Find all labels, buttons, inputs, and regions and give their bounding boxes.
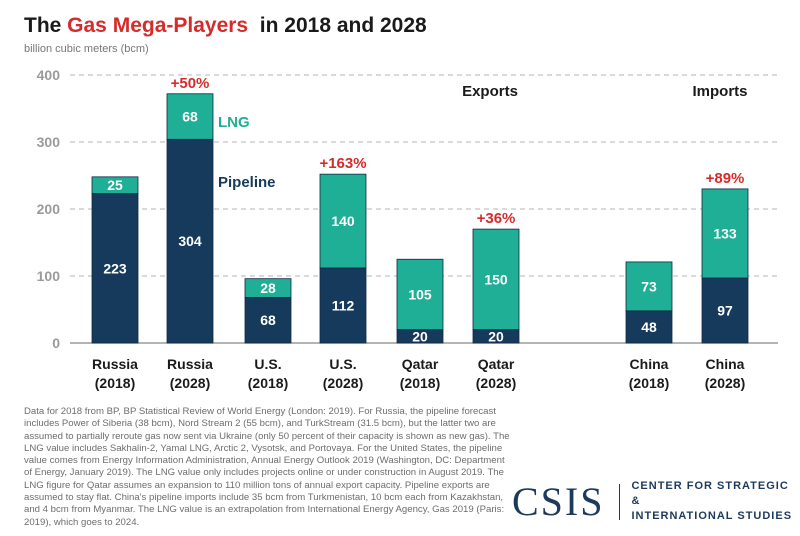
bar-lng [166,93,214,140]
data-label-lng: 140 [331,213,355,229]
bar-pipeline [625,310,673,344]
x-tick-label-year: (2018) [629,375,669,391]
data-label-pipeline: 112 [332,297,355,313]
y-tick-label: 400 [37,67,61,83]
y-tick-label: 200 [37,201,61,217]
x-tick-label-name: Russia [167,356,213,372]
change-label: +36% [477,210,516,227]
bar-pipeline [701,277,749,344]
x-tick-label-year: (2028) [476,375,516,391]
bar-lng [244,278,292,298]
title-highlight: Gas Mega-Players [67,14,249,37]
change-label: +89% [706,170,745,187]
x-tick-label-name: U.S. [254,356,281,372]
x-tick-label-name: U.S. [329,356,356,372]
bar-pipeline [91,193,139,344]
x-tick-label-year: (2028) [170,375,210,391]
series-label-pipeline: Pipeline [218,174,276,191]
bar-lng [396,258,444,330]
y-tick-label: 0 [52,335,60,351]
change-label: +50% [171,75,210,92]
units-label: billion cubic meters (bcm) [24,43,149,55]
x-tick-label-year: (2018) [400,375,440,391]
y-tick-label: 100 [37,268,61,284]
data-label-lng: 133 [713,225,737,241]
data-label-lng: 25 [107,177,123,193]
x-tick-label-year: (2028) [705,375,745,391]
x-tick-label-name: Russia [92,356,138,372]
data-label-pipeline: 48 [641,319,657,335]
x-tick-label-name: Qatar [478,356,515,372]
stacked-bar-chart: 0 100 200 300 400 223 25 Russia (2018) 304 68 +50% R… [37,67,778,391]
bar-lng [91,176,139,194]
data-label-lng: 105 [408,286,432,302]
data-label-lng: 150 [484,271,508,287]
title-prefix: The [24,14,68,37]
data-label-lng: 68 [182,109,198,125]
group-label-exports: Exports [462,83,518,100]
logo-line-1: CENTER FOR STRATEGIC & [631,480,789,507]
logo-mark: CSIS [512,479,605,524]
bar-lng [319,173,367,269]
data-label-pipeline: 223 [103,260,127,276]
x-tick-label-year: (2018) [95,375,135,391]
x-tick-label-name: China [630,356,669,372]
group-label-imports: Imports [692,83,747,100]
bar-lng [701,188,749,279]
data-label-pipeline: 97 [717,303,733,319]
data-label-pipeline: 20 [488,328,504,344]
bar-lng [472,228,520,331]
data-label-pipeline: 20 [412,328,428,344]
logo-divider [618,483,620,520]
data-label-pipeline: 68 [260,312,276,328]
series-label-lng: LNG [218,114,250,131]
logo-text: CENTER FOR STRATEGIC & INTERNATIONAL STU… [631,479,800,524]
x-tick-label-name: Qatar [402,356,439,372]
x-tick-label-year: (2018) [248,375,288,391]
title-suffix: in 2018 and 2028 [248,14,427,37]
bar-pipeline [319,267,367,344]
data-label-pipeline: 304 [178,233,202,249]
change-label: +163% [319,155,366,172]
y-tick-label: 300 [37,134,61,150]
logo-line-2: INTERNATIONAL STUDIES [631,510,793,522]
data-label-lng: 28 [260,280,276,296]
data-label-lng: 73 [641,278,657,294]
source-footnote: Data for 2018 from BP, BP Statistical Re… [24,406,510,528]
csis-logo: CSIS CENTER FOR STRATEGIC & INTERNATIONA… [512,478,800,525]
x-tick-label-year: (2028) [323,375,363,391]
chart-title: The Gas Mega-Players in 2018 and 2028 [24,14,427,38]
bar-pipeline [166,138,214,344]
bar-lng [625,261,673,312]
x-tick-label-name: China [706,356,745,372]
